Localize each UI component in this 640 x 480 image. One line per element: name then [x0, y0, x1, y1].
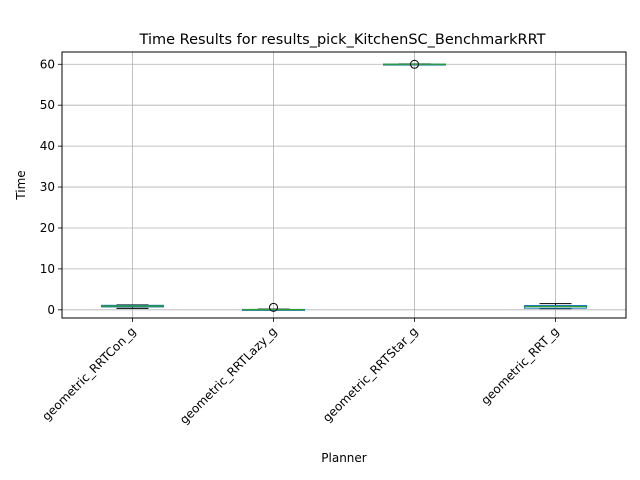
grid-lines	[62, 52, 626, 318]
y-tick-label: 10	[40, 262, 55, 276]
x-tick-label: geometric_RRTLazy_g	[177, 324, 280, 427]
y-tick-label: 0	[47, 303, 55, 317]
plot-frame	[61, 51, 627, 319]
y-tick-label: 40	[40, 139, 55, 153]
y-axis-label: Time	[14, 170, 28, 200]
y-tick-label: 20	[40, 221, 55, 235]
y-tick-label: 60	[40, 57, 55, 71]
chart-title: Time Results for results_pick_KitchenSC_…	[139, 32, 546, 48]
y-tick-label: 50	[40, 98, 55, 112]
x-tick-label: geometric_RRTCon_g	[39, 324, 138, 423]
x-axis-ticks: geometric_RRTCon_g geometric_RRTLazy_g geo…	[39, 318, 562, 427]
x-tick-label: geometric_RRTStar_g	[320, 324, 421, 425]
x-axis-label: Planner	[321, 451, 367, 465]
x-tick-label: geometric_RRT_g	[478, 324, 561, 407]
y-tick-label: 30	[40, 180, 55, 194]
box-series	[101, 59, 587, 312]
outlier-point	[269, 302, 278, 312]
outlier-point	[410, 59, 419, 69]
y-axis-ticks: 0 10 20 30 40 50 60	[40, 57, 62, 317]
